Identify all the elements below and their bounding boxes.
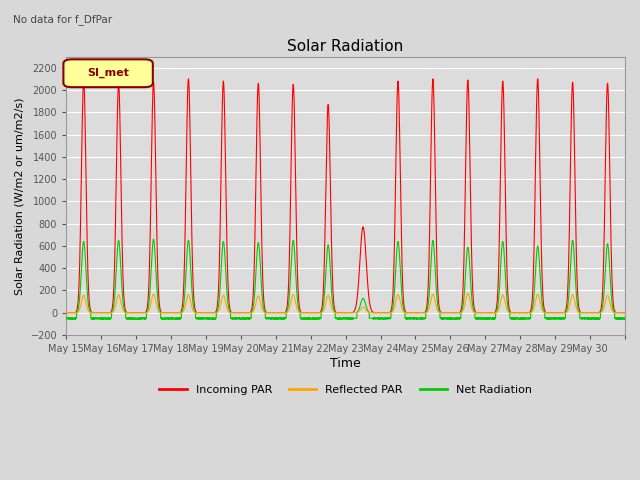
Y-axis label: Solar Radiation (W/m2 or um/m2/s): Solar Radiation (W/m2 or um/m2/s) [15, 97, 25, 295]
FancyBboxPatch shape [63, 60, 153, 87]
Legend: Incoming PAR, Reflected PAR, Net Radiation: Incoming PAR, Reflected PAR, Net Radiati… [154, 380, 537, 399]
X-axis label: Time: Time [330, 357, 361, 370]
Text: No data for f_DfPar: No data for f_DfPar [13, 14, 112, 25]
Text: SI_met: SI_met [87, 68, 129, 78]
Title: Solar Radiation: Solar Radiation [287, 39, 404, 54]
